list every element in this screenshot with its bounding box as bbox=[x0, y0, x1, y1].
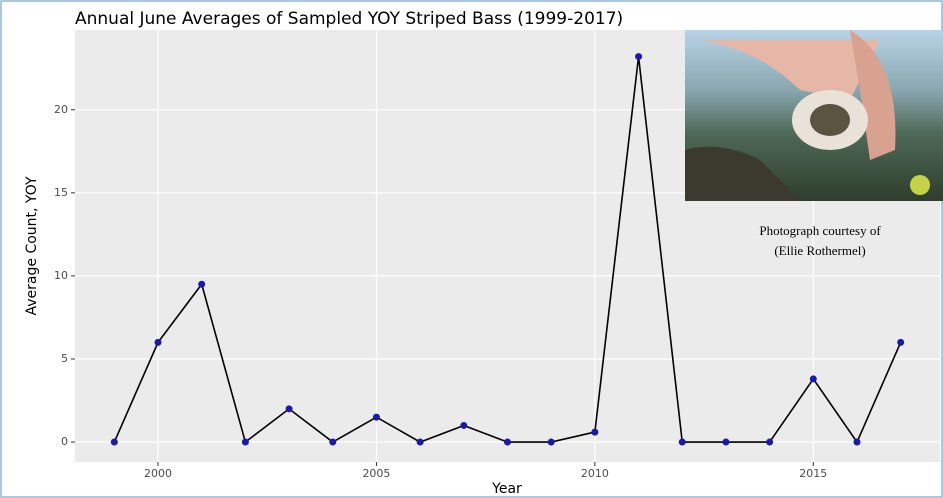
x-axis-label: Year bbox=[491, 481, 522, 497]
chart-title: Annual June Averages of Sampled YOY Stri… bbox=[75, 9, 623, 29]
photo-caption: Photograph courtesy of bbox=[759, 223, 881, 238]
photo bbox=[685, 30, 943, 201]
y-tick-label: 15 bbox=[54, 186, 68, 199]
data-point bbox=[373, 414, 380, 421]
x-tick-label: 2010 bbox=[581, 467, 609, 480]
data-point bbox=[810, 375, 817, 382]
data-point bbox=[635, 53, 642, 60]
data-point bbox=[591, 429, 598, 436]
data-point bbox=[242, 439, 249, 446]
data-point bbox=[853, 439, 860, 446]
data-point bbox=[460, 422, 467, 429]
data-point bbox=[329, 439, 336, 446]
x-tick-label: 2000 bbox=[144, 467, 172, 480]
y-tick-label: 20 bbox=[54, 103, 68, 116]
data-point bbox=[722, 439, 729, 446]
x-tick-label: 2015 bbox=[799, 467, 827, 480]
data-point bbox=[504, 439, 511, 446]
data-point bbox=[111, 439, 118, 446]
y-tick-label: 0 bbox=[61, 435, 68, 448]
data-point bbox=[548, 439, 555, 446]
data-point bbox=[417, 439, 424, 446]
y-tick-label: 10 bbox=[54, 269, 68, 282]
chart: Annual June Averages of Sampled YOY Stri… bbox=[0, 0, 943, 498]
data-point bbox=[766, 439, 773, 446]
data-point bbox=[198, 281, 205, 288]
y-axis-label: Average Count, YOY bbox=[24, 176, 40, 315]
y-tick-label: 5 bbox=[61, 352, 68, 365]
data-point bbox=[286, 405, 293, 412]
data-point bbox=[897, 339, 904, 346]
data-point bbox=[155, 339, 162, 346]
data-point bbox=[679, 439, 686, 446]
photo-caption: (Ellie Rothermel) bbox=[774, 243, 865, 258]
x-tick-label: 2005 bbox=[362, 467, 390, 480]
